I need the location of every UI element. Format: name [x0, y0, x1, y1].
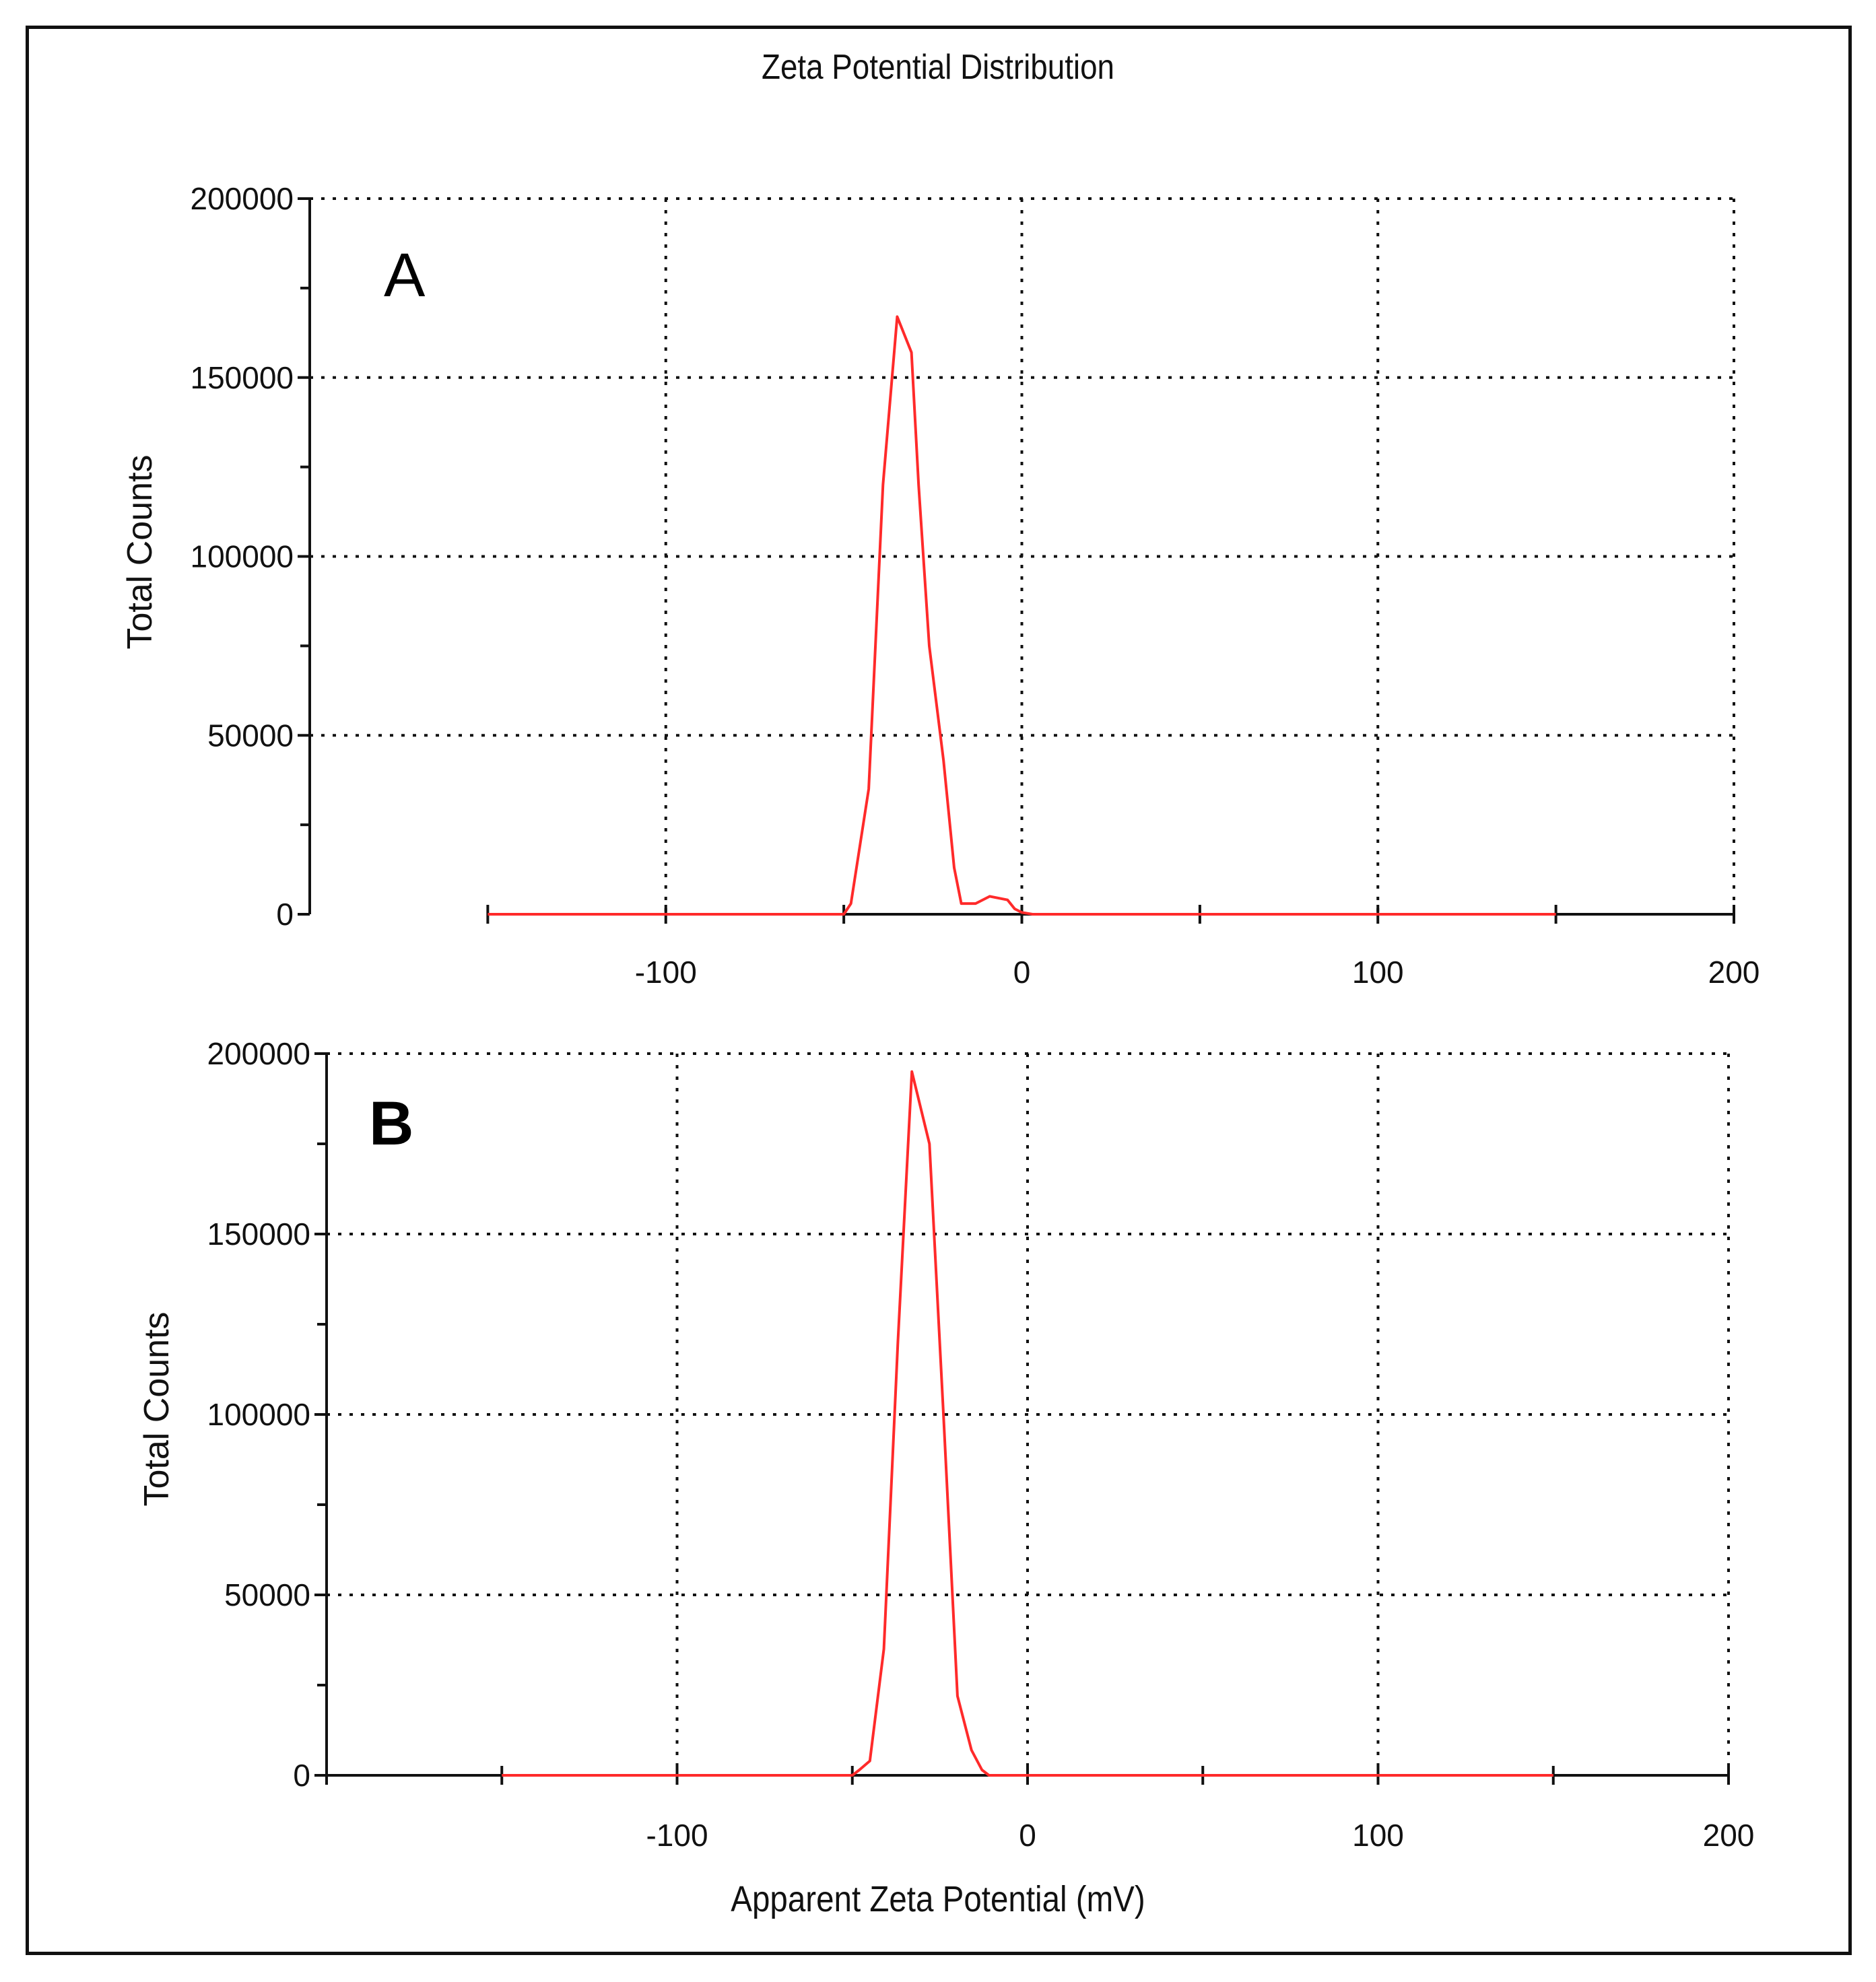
x-tick-label: 100 [1352, 955, 1404, 990]
y-tick-label: 50000 [224, 1577, 310, 1612]
y-axis-title: Total Counts [137, 1311, 176, 1506]
panel-label: A [384, 241, 426, 310]
panel-label: B [369, 1089, 413, 1158]
x-tick-label: -100 [646, 1818, 708, 1853]
x-tick-label: 200 [1703, 1818, 1755, 1853]
figure-title: Zeta Potential Distribution [762, 48, 1114, 87]
chart-panel-b: 0 50000 100000 150000 200000 -100 0 100 200 Total… [137, 1036, 1754, 1853]
y-tick-label: 100000 [191, 539, 294, 574]
series-line [488, 315, 1556, 916]
y-tick-label: 200000 [207, 1036, 311, 1071]
y-tick-label: 200000 [191, 181, 294, 216]
y-tick-label: 100000 [207, 1397, 311, 1432]
y-tick-label: 150000 [191, 360, 294, 395]
x-tick-label: 0 [1019, 1818, 1036, 1853]
y-axis-title: Total Counts [121, 454, 160, 649]
x-tick-label: 200 [1708, 955, 1760, 990]
figure-frame [26, 26, 1852, 1955]
chart-panel-a: 0 50000 100000 150000 200000 -100 0 100 200 Total… [121, 181, 1760, 990]
x-axis-title: Apparent Zeta Potential (mV) [731, 1879, 1145, 1919]
y-tick-label: 0 [293, 1758, 310, 1793]
x-tick-label: 100 [1352, 1818, 1404, 1853]
y-tick-label: 50000 [207, 718, 294, 753]
x-tick-label: -100 [635, 955, 697, 990]
series-line [502, 1070, 1553, 1777]
y-tick-label: 150000 [207, 1217, 311, 1252]
y-tick-label: 0 [276, 897, 294, 932]
x-tick-label: 0 [1013, 955, 1031, 990]
